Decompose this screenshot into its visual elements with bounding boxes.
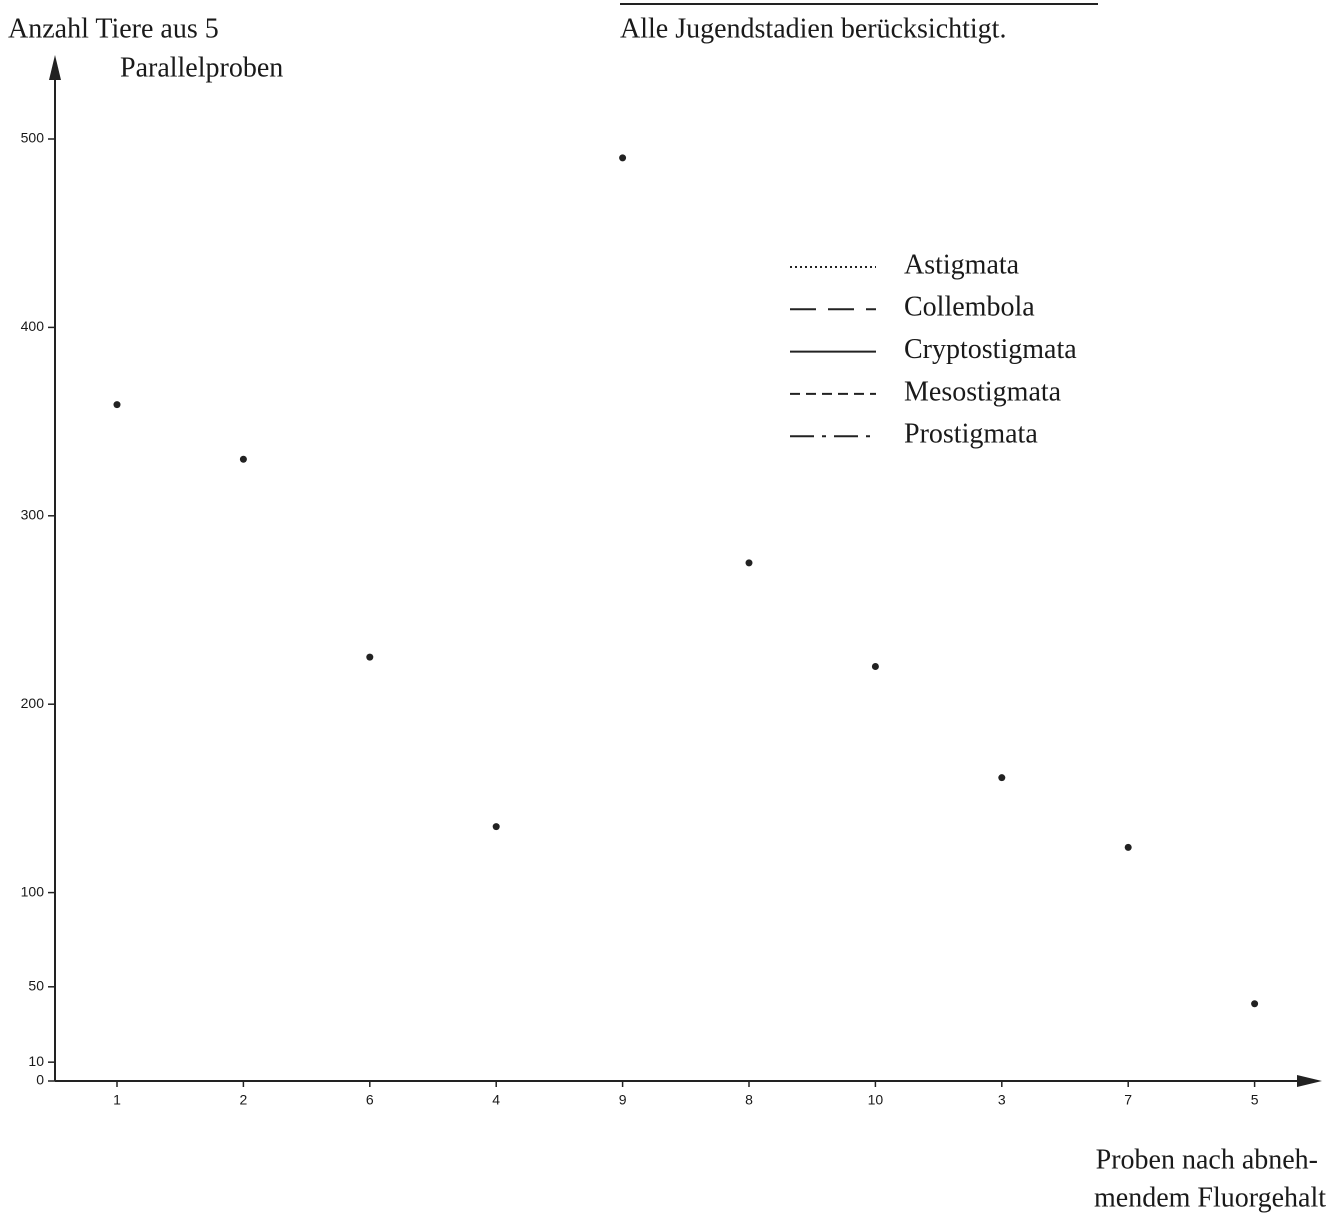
y-axis-label: Parallelproben	[120, 52, 283, 83]
legend-label: Mesostigmata	[904, 376, 1062, 407]
x-tick-label: 3	[998, 1092, 1006, 1108]
point	[619, 154, 627, 162]
y-tick-label: 10	[28, 1053, 44, 1069]
y-axis-label: Anzahl Tiere aus 5	[8, 13, 219, 44]
x-tick-label: 6	[366, 1092, 374, 1108]
y-tick-label: 500	[21, 130, 45, 146]
y-tick-label: 100	[21, 883, 45, 899]
y-tick-label: 50	[28, 978, 44, 994]
point	[998, 774, 1006, 782]
legend-label: Prostigmata	[904, 419, 1038, 450]
x-tick-label: 1	[113, 1092, 121, 1108]
x-axis-label: mendem Fluorgehalt	[1094, 1182, 1326, 1213]
x-tick-label: 2	[240, 1092, 248, 1108]
x-tick-label: 4	[492, 1092, 500, 1108]
point	[239, 455, 247, 463]
legend-label: Astigmata	[904, 249, 1020, 280]
x-tick-label: 5	[1251, 1092, 1259, 1108]
legend-label: Collembola	[904, 292, 1035, 323]
point	[113, 401, 121, 409]
point	[871, 663, 879, 671]
y-tick-label: 400	[21, 318, 45, 334]
legend-label: Cryptostigmata	[904, 334, 1077, 365]
x-tick-label: 8	[745, 1092, 753, 1108]
point	[1251, 1000, 1259, 1008]
point	[745, 559, 753, 567]
x-tick-label: 7	[1124, 1092, 1132, 1108]
point	[1124, 843, 1132, 851]
y-axis-arrow	[49, 55, 61, 80]
x-tick-label: 10	[868, 1092, 884, 1108]
point	[366, 653, 374, 661]
x-axis-arrow	[1297, 1075, 1322, 1087]
y-tick-label: 0	[36, 1072, 44, 1088]
x-tick-label: 9	[619, 1092, 627, 1108]
x-axis-label: Proben nach abneh-	[1096, 1144, 1318, 1175]
y-tick-label: 300	[21, 507, 45, 523]
y-tick-label: 200	[21, 695, 45, 711]
chart-subtitle: Alle Jugendstadien berücksichtigt.	[620, 13, 1006, 44]
point	[492, 823, 500, 831]
